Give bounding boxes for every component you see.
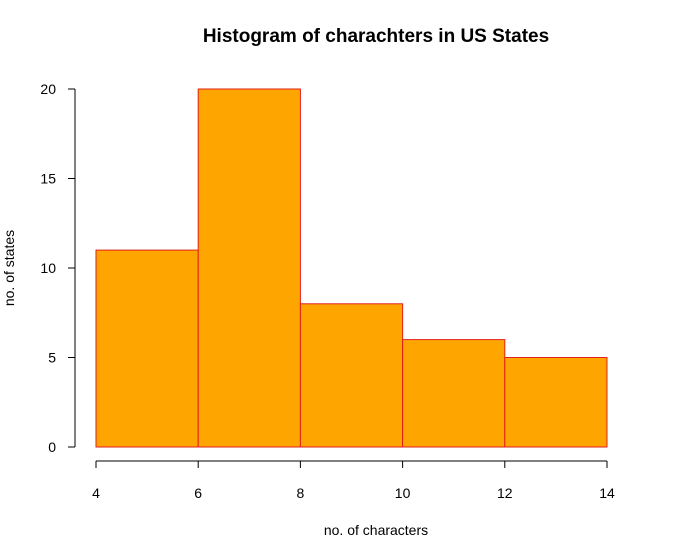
y-tick-label-5: 5	[48, 350, 56, 366]
y-tick-label-15: 15	[40, 171, 56, 187]
x-axis-label: no. of characters	[324, 522, 428, 538]
histogram-bar-12-14	[504, 357, 608, 448]
y-tick-label-20: 20	[40, 81, 56, 97]
x-tick-label-10: 10	[395, 485, 411, 501]
histogram-bar-4-6	[95, 249, 199, 448]
y-axis-label: no. of states	[1, 230, 17, 306]
histogram-bar-6-8	[197, 88, 301, 448]
y-tick-label-10: 10	[40, 260, 56, 276]
y-axis: 0 5 10 15 20	[40, 81, 76, 455]
x-tick-label-12: 12	[497, 485, 513, 501]
histogram-bar-10-12	[402, 339, 506, 448]
x-tick-label-6: 6	[194, 485, 202, 501]
chart-title: Histogram of charachters in US States	[203, 26, 549, 47]
y-tick-label-0: 0	[48, 439, 56, 455]
x-axis: 4 6 8 10 12 14	[92, 460, 615, 501]
x-tick-label-14: 14	[599, 485, 615, 501]
x-tick-label-4: 4	[92, 485, 100, 501]
bars-group	[95, 88, 608, 448]
x-tick-label-8: 8	[297, 485, 305, 501]
histogram-bar-8-10	[299, 303, 404, 448]
